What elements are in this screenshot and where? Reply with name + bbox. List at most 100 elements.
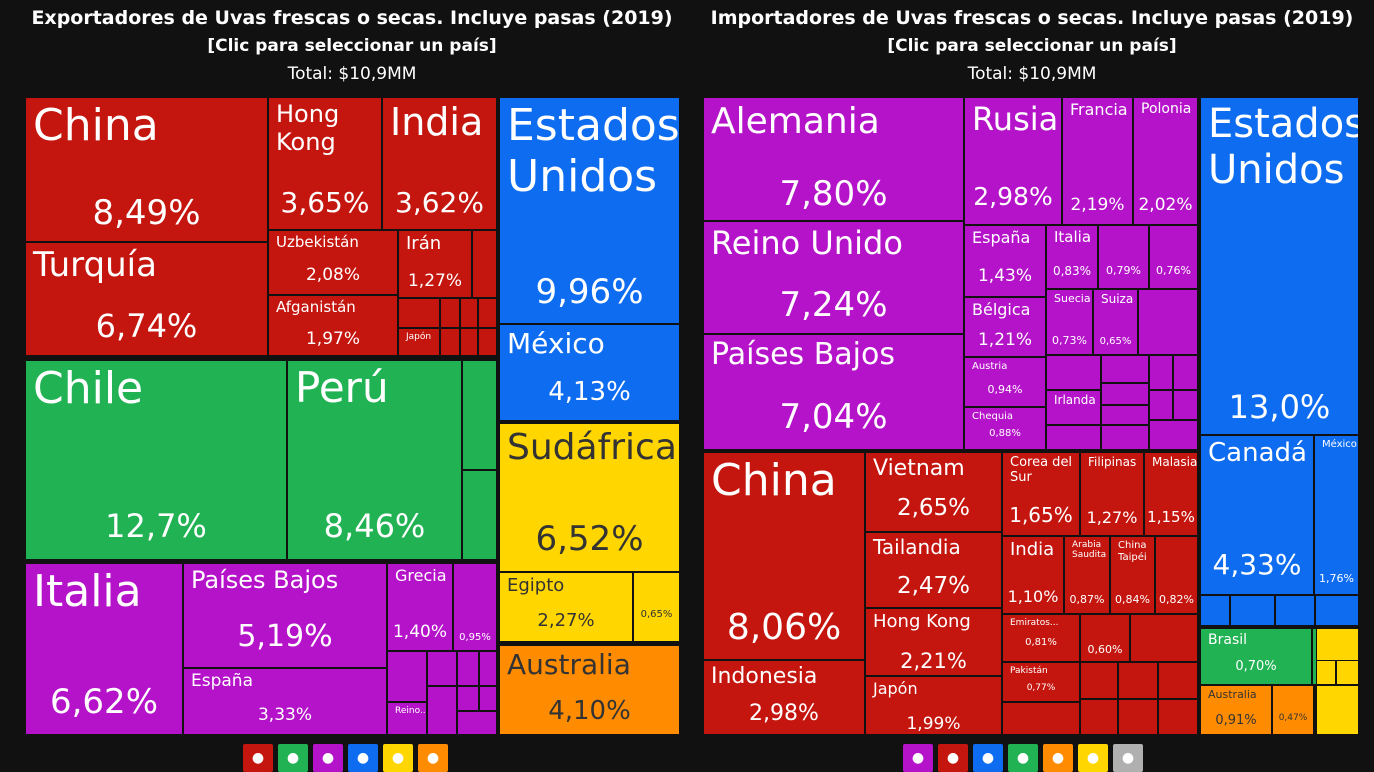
- small-tile[interactable]: [1101, 383, 1149, 405]
- tile-emiratos[interactable]: Emiratos... 0,81%: [1002, 614, 1080, 662]
- small-tile[interactable]: [1316, 660, 1336, 685]
- small-tile[interactable]: [479, 686, 497, 711]
- small-tile[interactable]: [478, 298, 497, 328]
- tile-reino[interactable]: Reino...: [387, 702, 427, 735]
- tile-hong-kong[interactable]: Hong Kong 2,21%: [865, 608, 1002, 676]
- tile-polonia[interactable]: Polonia 2,02%: [1133, 97, 1198, 225]
- tile-italia[interactable]: Italia 0,83%: [1046, 225, 1098, 289]
- small-tile[interactable]: [1158, 662, 1198, 699]
- small-tile[interactable]: [1315, 595, 1359, 626]
- tile-espana[interactable]: España 1,43%: [964, 225, 1046, 297]
- small-tile[interactable]: [427, 651, 457, 686]
- africa-region-icon[interactable]: ●: [1078, 744, 1108, 772]
- tile-vietnam[interactable]: Vietnam 2,65%: [865, 452, 1002, 532]
- small-tile[interactable]: [1101, 425, 1149, 450]
- small-tile[interactable]: [457, 711, 497, 735]
- small-tile[interactable]: [1046, 425, 1101, 450]
- small-tile[interactable]: [462, 360, 497, 470]
- small-tile[interactable]: [478, 328, 497, 356]
- tile-unlabeled[interactable]: 0,47%: [1272, 685, 1314, 735]
- tile-corea-del-sur[interactable]: Corea del Sur 1,65%: [1002, 452, 1080, 536]
- tile-china-taipei[interactable]: China Taipéi 0,84%: [1110, 536, 1155, 614]
- small-tile[interactable]: [1316, 685, 1359, 735]
- tile-india[interactable]: India 3,62%: [382, 97, 497, 230]
- small-tile[interactable]: [1158, 699, 1198, 735]
- small-tile[interactable]: [1336, 660, 1359, 685]
- tile-paises-bajos[interactable]: Países Bajos 5,19%: [183, 563, 387, 668]
- small-tile[interactable]: [1149, 390, 1173, 420]
- tile-hong-kong[interactable]: Hong Kong 3,65%: [268, 97, 382, 230]
- tile-unlabeled[interactable]: 0,76%: [1149, 225, 1198, 289]
- asia-region-icon[interactable]: ●: [243, 744, 273, 772]
- small-tile[interactable]: [457, 686, 479, 711]
- small-tile[interactable]: [1149, 420, 1198, 450]
- tile-unlabeled[interactable]: 0,95%: [453, 563, 497, 651]
- tile-irlanda[interactable]: Irlanda: [1046, 390, 1101, 425]
- small-tile[interactable]: [1149, 355, 1173, 390]
- tile-tailandia[interactable]: Tailandia 2,47%: [865, 532, 1002, 608]
- tile-turquia[interactable]: Turquía 6,74%: [25, 242, 268, 356]
- small-tile[interactable]: [398, 298, 440, 328]
- tile-suiza[interactable]: Suiza 0,65%: [1093, 289, 1138, 355]
- small-tile[interactable]: [1200, 595, 1230, 626]
- tile-unlabeled[interactable]: 0,79%: [1098, 225, 1149, 289]
- tile-austria[interactable]: Austria 0,94%: [964, 357, 1046, 407]
- tile-espana[interactable]: España 3,33%: [183, 668, 387, 735]
- tile-belgica[interactable]: Bélgica 1,21%: [964, 297, 1046, 357]
- small-tile[interactable]: [472, 230, 497, 298]
- tile-china[interactable]: China 8,06%: [703, 452, 865, 660]
- small-tile[interactable]: [479, 651, 497, 686]
- tile-rusia[interactable]: Rusia 2,98%: [964, 97, 1062, 225]
- small-tile[interactable]: [387, 651, 427, 702]
- tile-unlabeled[interactable]: 0,60%: [1080, 614, 1130, 662]
- small-tile[interactable]: [1275, 595, 1315, 626]
- north-america-region-icon[interactable]: ●: [348, 744, 378, 772]
- tile-japon[interactable]: Japón 1,99%: [865, 676, 1002, 735]
- tile-sudafrica[interactable]: Sudáfrica 6,52%: [499, 423, 680, 572]
- tile-estados-unidos[interactable]: Estados Unidos 9,96%: [499, 97, 680, 324]
- small-tile[interactable]: [460, 328, 478, 356]
- small-tile[interactable]: [1118, 662, 1158, 699]
- tile-egipto[interactable]: Egipto 2,27%: [499, 572, 633, 642]
- south-america-region-icon[interactable]: ●: [1008, 744, 1038, 772]
- south-america-region-icon[interactable]: ●: [278, 744, 308, 772]
- small-tile[interactable]: [1002, 702, 1080, 735]
- asia-region-icon[interactable]: ●: [938, 744, 968, 772]
- tile-grecia[interactable]: Grecia 1,40%: [387, 563, 453, 651]
- tile-suecia[interactable]: Suecia 0,73%: [1046, 289, 1093, 355]
- tile-pakistan[interactable]: Pakistán 0,77%: [1002, 662, 1080, 702]
- tile-peru[interactable]: Perú 8,46%: [287, 360, 462, 560]
- small-tile[interactable]: [1080, 699, 1118, 735]
- tile-afganistan[interactable]: Afganistán 1,97%: [268, 295, 398, 356]
- small-tile[interactable]: [1130, 614, 1198, 662]
- tile-australia[interactable]: Australia 0,91%: [1200, 685, 1272, 735]
- other-region-icon[interactable]: ●: [1113, 744, 1143, 772]
- tile-paises-bajos[interactable]: Países Bajos 7,04%: [703, 334, 964, 450]
- oceania-region-icon[interactable]: ●: [418, 744, 448, 772]
- small-tile[interactable]: [1080, 662, 1118, 699]
- tile-india[interactable]: India 1,10%: [1002, 536, 1064, 614]
- oceania-region-icon[interactable]: ●: [1043, 744, 1073, 772]
- tile-alemania[interactable]: Alemania 7,80%: [703, 97, 964, 221]
- tile-uzbekistan[interactable]: Uzbekistán 2,08%: [268, 230, 398, 295]
- tile-mexico[interactable]: México 4,13%: [499, 324, 680, 421]
- small-tile[interactable]: [1046, 355, 1101, 390]
- tile-mexico[interactable]: México 1,76%: [1314, 435, 1359, 595]
- tile-estados-unidos[interactable]: Estados Unidos 13,0%: [1200, 97, 1359, 435]
- small-tile[interactable]: [1101, 355, 1149, 383]
- tile-japon[interactable]: Japón: [398, 328, 440, 356]
- europe-region-icon[interactable]: ●: [313, 744, 343, 772]
- tile-malasia[interactable]: Malasia 1,15%: [1144, 452, 1198, 536]
- tile-italia[interactable]: Italia 6,62%: [25, 563, 183, 735]
- small-tile[interactable]: [427, 686, 457, 735]
- tile-unlabeled[interactable]: 0,82%: [1155, 536, 1198, 614]
- tile-brasil[interactable]: Brasil 0,70%: [1200, 628, 1312, 685]
- tile-reino-unido[interactable]: Reino Unido 7,24%: [703, 221, 964, 334]
- small-tile[interactable]: [457, 651, 479, 686]
- small-tile[interactable]: [1173, 355, 1198, 390]
- small-tile[interactable]: [1118, 699, 1158, 735]
- small-tile[interactable]: [1173, 390, 1198, 420]
- north-america-region-icon[interactable]: ●: [973, 744, 1003, 772]
- small-tile[interactable]: [1138, 289, 1198, 355]
- africa-region-icon[interactable]: ●: [383, 744, 413, 772]
